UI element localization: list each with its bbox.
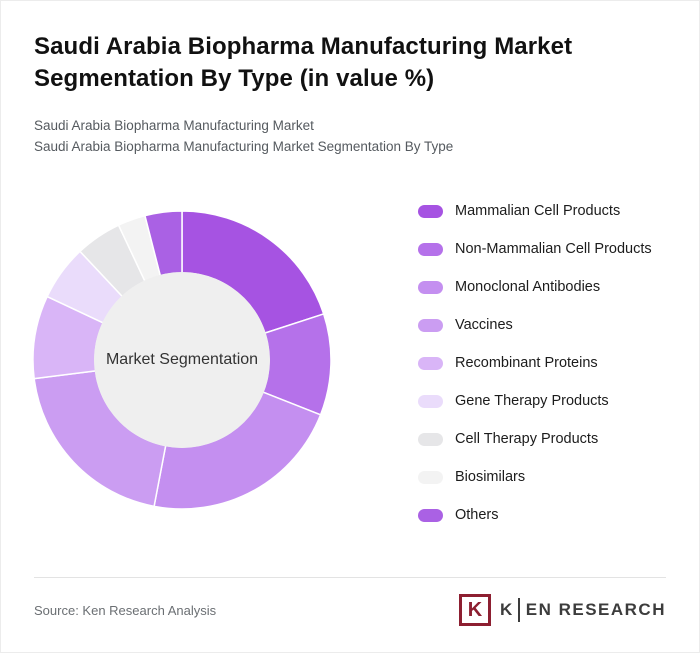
ken-research-logo-icon: K (458, 594, 491, 626)
legend-item: Biosimilars (418, 466, 652, 488)
legend-swatch (418, 280, 443, 294)
donut-center-circle (94, 272, 270, 449)
brand-text: K EN RESEARCH (500, 598, 666, 622)
legend-swatch (418, 470, 443, 484)
legend-swatch (418, 508, 443, 522)
logo-icon-letter: K (467, 598, 483, 621)
legend-label: Others (455, 507, 499, 524)
subtitles: Saudi Arabia Biopharma Manufacturing Mar… (34, 116, 666, 158)
legend-swatch (418, 242, 443, 256)
donut-center-label: Market Segmentation (105, 351, 259, 369)
legend-label: Non-Mammalian Cell Products (455, 241, 652, 258)
header: Saudi Arabia Biopharma Manufacturing Mar… (1, 1, 699, 158)
legend-swatch (418, 394, 443, 408)
legend-swatch (418, 432, 443, 446)
legend-item: Others (418, 504, 652, 526)
legend-label: Mammalian Cell Products (455, 203, 621, 220)
brand-divider (517, 598, 520, 622)
legend-label: Recombinant Proteins (455, 355, 598, 372)
legend-item: Recombinant Proteins (418, 352, 652, 374)
brand-k: K (499, 600, 514, 619)
legend-label: Cell Therapy Products (455, 431, 599, 448)
donut-chart: Market Segmentation (32, 210, 332, 510)
legend-label: Gene Therapy Products (455, 393, 609, 410)
legend-label: Monoclonal Antibodies (455, 279, 601, 296)
page-title: Saudi Arabia Biopharma Manufacturing Mar… (34, 33, 573, 92)
legend-item: Gene Therapy Products (418, 390, 652, 412)
legend-swatch (418, 204, 443, 218)
legend-swatch (418, 356, 443, 370)
legend: Mammalian Cell Products Non-Mammalian Cel… (418, 198, 652, 526)
ken-research-logo: K K EN RESEARCH (458, 594, 666, 626)
legend-item: Cell Therapy Products (418, 428, 652, 450)
legend-item: Vaccines (418, 314, 652, 336)
legend-label: Vaccines (455, 317, 513, 334)
subtitle-line-2: Saudi Arabia Biopharma Manufacturing Mar… (34, 139, 454, 155)
legend-item: Monoclonal Antibodies (418, 276, 652, 298)
donut-svg (32, 210, 332, 510)
legend-swatch (418, 318, 443, 332)
chart-area: Market Segmentation Mammalian Cell Produ… (32, 198, 666, 526)
footer: Source: Ken Research Analysis K K EN RES… (34, 577, 666, 626)
source-text: Source: Ken Research Analysis (34, 602, 217, 618)
legend-item: Non-Mammalian Cell Products (418, 238, 652, 260)
subtitle-line-1: Saudi Arabia Biopharma Manufacturing Mar… (34, 118, 314, 134)
brand-rest: EN RESEARCH (525, 600, 666, 619)
legend-item: Mammalian Cell Products (418, 200, 652, 222)
legend-label: Biosimilars (455, 469, 526, 486)
